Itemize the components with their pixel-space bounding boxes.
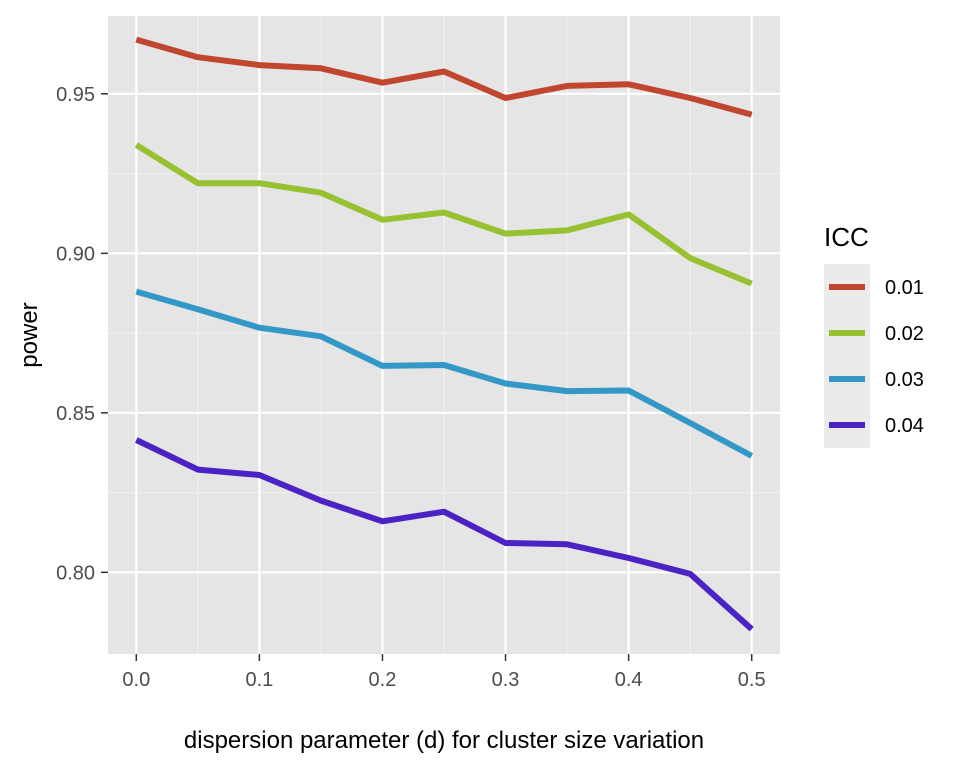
x-tick-label: 0.5 [738,669,766,691]
legend-label-icc-0-02: 0.02 [885,323,924,345]
x-tick-label: 0.4 [615,669,643,691]
y-axis-title: power [16,302,43,367]
legend: ICC 0.01 0.02 0.03 0.04 [824,222,924,448]
x-tick-label: 0.3 [492,669,520,691]
legend-key-background [824,264,870,448]
y-tick-label: 0.90 [56,243,95,265]
legend-label-icc-0-04: 0.04 [885,415,924,437]
x-tick-label: 0.0 [122,669,150,691]
legend-label-icc-0-03: 0.03 [885,369,924,391]
series-lines [134,36,754,632]
series-line-icc-0-02 [134,142,753,287]
y-tick-label: 0.80 [56,562,95,584]
legend-label-icc-0-01: 0.01 [885,277,924,299]
series-line-icc-0-03 [135,288,754,459]
legend-title: ICC [824,222,869,252]
y-tick-label: 0.95 [56,84,95,106]
x-tick-label: 0.1 [245,669,273,691]
series-line-icc-0-01 [135,36,753,118]
y-tick-label: 0.85 [56,403,95,425]
x-axis: 0.0 0.1 0.2 0.3 0.4 0.5 [122,654,766,691]
series-line-icc-0-04 [134,437,754,632]
x-tick-label: 0.2 [369,669,397,691]
x-axis-title: dispersion parameter (d) for cluster siz… [184,727,704,754]
y-axis: 0.80 0.85 0.90 0.95 [56,84,108,584]
